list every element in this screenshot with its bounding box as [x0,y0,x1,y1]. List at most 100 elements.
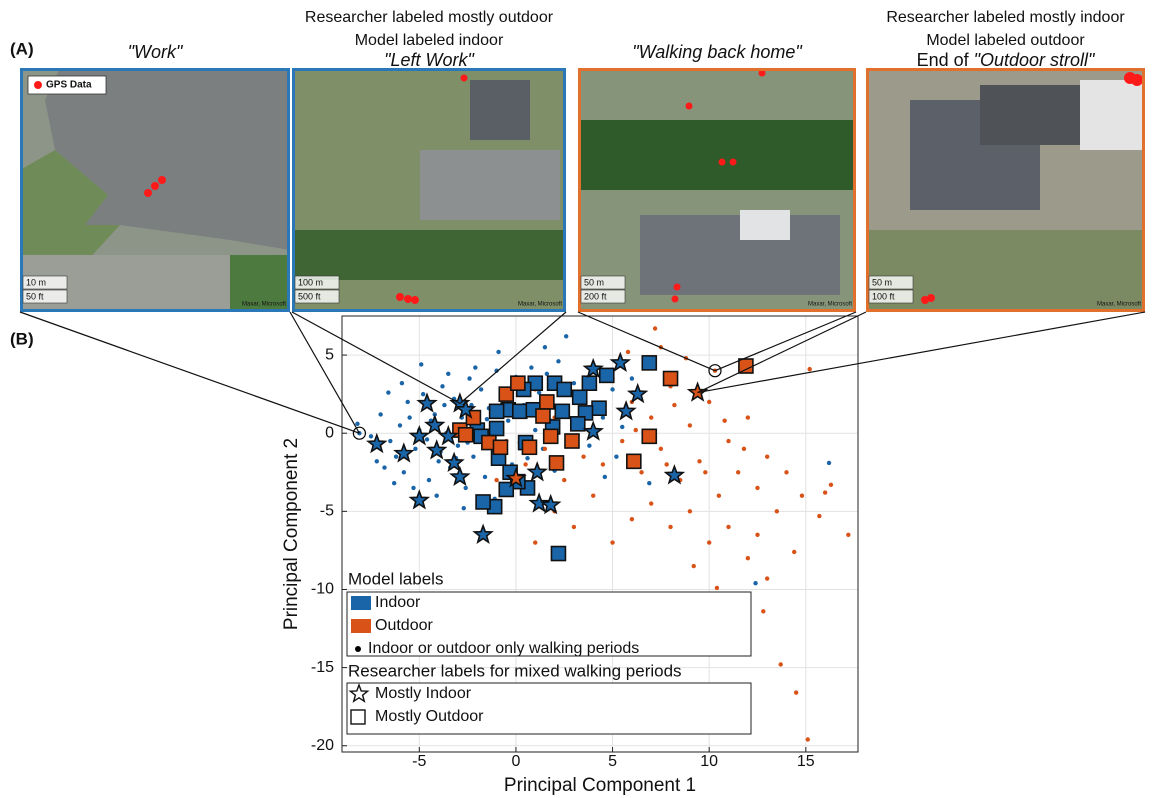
square-point [571,417,585,431]
point [610,387,614,391]
point [394,454,398,458]
point [407,415,411,419]
point [467,376,471,380]
roof-white [1080,80,1145,150]
gps-dot [686,103,693,110]
square-point [592,401,606,415]
x-tick-label: 0 [511,753,520,770]
square-point [642,356,656,370]
square-point [664,372,678,386]
legend-title: Model labels [348,569,443,588]
panel-label: (A) [10,39,34,58]
caption: "Walking back home" [632,42,803,62]
point [427,478,431,482]
point [473,365,477,369]
y-tick-label: -15 [311,659,334,676]
gps-dot [730,159,737,166]
point [806,737,810,741]
figure: (A)(B)"Work"GPS Data10 m50 ftMaxar, Micr… [0,0,1157,798]
gps-dot [674,284,681,291]
point [761,609,765,613]
point [382,465,386,469]
point [726,525,730,529]
connector [20,312,359,433]
point [419,362,423,366]
point [494,478,498,482]
point [653,326,657,330]
point [471,454,475,458]
x-tick-label: 10 [700,753,718,770]
scale-label: 10 m [26,277,46,287]
map-caption: "Walking back home" [632,42,803,62]
point [697,459,701,463]
point [630,517,634,521]
point [800,494,804,498]
gps-dot [461,75,468,82]
square-point [459,428,473,442]
point [672,403,676,407]
legend-swatch [351,619,371,633]
point [463,486,467,490]
square-point [536,409,550,423]
point [784,470,788,474]
point [647,481,651,485]
point [533,540,537,544]
point [462,506,466,510]
gps-dot [1131,74,1143,86]
legend-title: Researcher labels for mixed walking peri… [348,661,682,680]
y-tick-label: 0 [325,424,334,441]
point [496,350,500,354]
square-point [582,376,596,390]
point [626,350,630,354]
legend-label: Indoor or outdoor only walking periods [368,640,639,657]
point [446,372,450,376]
point [823,490,827,494]
map-credit: Maxar, Microsoft [242,302,286,308]
point [533,428,537,432]
point [664,462,668,466]
y-axis-label: Principal Component 2 [281,438,302,630]
point [792,550,796,554]
legend-label: Outdoor [375,617,433,634]
panel-label: (B) [10,329,34,348]
point [659,447,663,451]
x-axis-label: Principal Component 1 [504,775,696,796]
caption: "Outdoor stroll" [974,50,1096,70]
square-point [476,495,490,509]
square-point [739,359,753,373]
point [564,334,568,338]
legend-swatch [351,596,371,610]
point [392,481,396,485]
map-credit: Maxar, Microsoft [1097,302,1141,308]
point [688,509,692,513]
point [479,387,483,391]
point [746,415,750,419]
point [753,581,757,585]
y-tick-label: -10 [311,581,334,598]
point [703,470,707,474]
map-caption: "Work" [128,42,184,62]
point [388,439,392,443]
scale-label: 50 m [584,277,604,287]
point [755,486,759,490]
parking [420,150,560,220]
scale-label: 50 ft [26,291,44,301]
square-point [551,547,565,561]
point [765,576,769,580]
point [434,494,438,498]
point [562,478,566,482]
point [581,454,585,458]
point [398,423,402,427]
gps-dot [404,295,412,303]
forest [292,230,566,280]
point [572,381,576,385]
point [620,439,624,443]
square-point [565,434,579,448]
map-note: Model labeled outdoor [926,32,1085,49]
square-point [513,404,527,418]
gps-dot [396,293,404,301]
point [375,459,379,463]
point [755,533,759,537]
map-legend-dot [34,81,42,89]
point [440,384,444,388]
